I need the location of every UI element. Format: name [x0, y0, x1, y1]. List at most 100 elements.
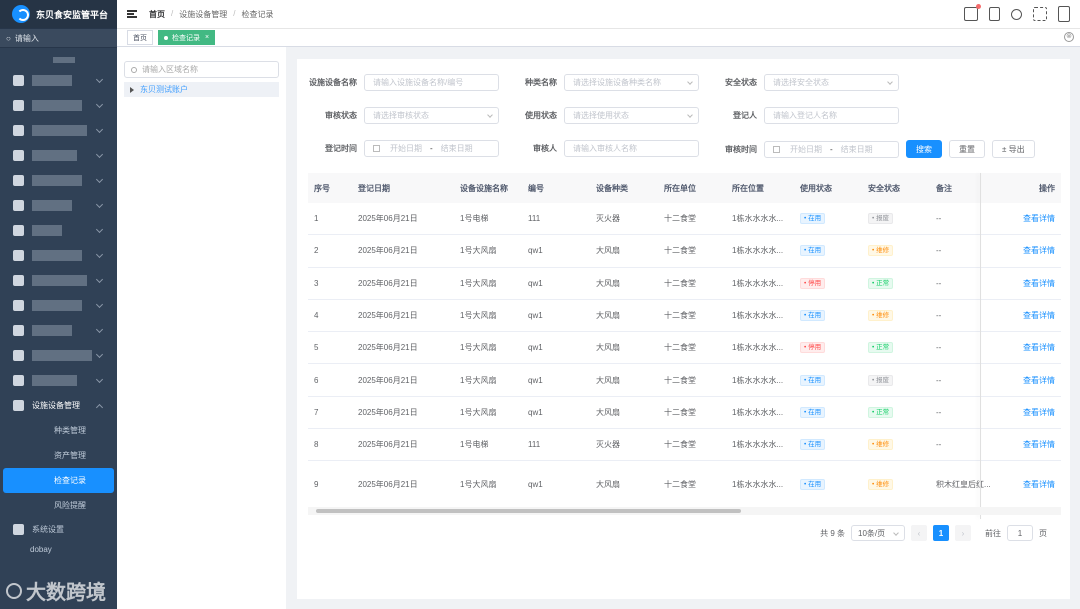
view-details-link[interactable]: 查看详情 [1023, 246, 1055, 256]
view-details-link[interactable]: 查看详情 [1023, 480, 1055, 490]
chevron-down-icon [95, 350, 104, 359]
export-button[interactable]: ± 导出 [992, 140, 1035, 158]
table-cell: 1号电梯 [460, 440, 489, 450]
sidebar-item-9[interactable] [0, 243, 117, 268]
tab-inspection[interactable]: 检查记录 × [158, 30, 216, 45]
audit-time-range[interactable]: 开始日期 - 结束日期 [764, 140, 899, 158]
view-details-link[interactable]: 查看详情 [1023, 440, 1055, 450]
app-title: 东贝食安监管平台 [36, 9, 109, 20]
view-details-link[interactable]: 查看详情 [1023, 407, 1055, 417]
page-number-1[interactable]: 1 [933, 525, 949, 541]
safety-status-select[interactable]: 请选择安全状态 [764, 74, 899, 91]
sidebar-subitem-assets[interactable]: 资产管理 [54, 451, 86, 460]
sidebar-item-6[interactable] [0, 168, 117, 193]
safety-status-badge: 报废 [868, 213, 894, 225]
menu-search-input[interactable]: ○ 请输入 [0, 28, 117, 48]
table-header: 序号 登记日期 设备设施名称 编号 设备种类 所在单位 所在位置 使用状态 安全状态 备注 操作 [308, 173, 1061, 203]
table-cell: 111 [528, 440, 541, 450]
sidebar-item-2[interactable] [0, 68, 117, 93]
page-suffix: 页 [1039, 528, 1047, 538]
table-cell: 在用 [794, 374, 862, 386]
view-details-link[interactable]: 查看详情 [1023, 278, 1055, 288]
caret-right-icon[interactable] [130, 86, 134, 93]
document-icon[interactable] [989, 7, 1000, 21]
table-row: 8 2025年06月21日 1号电梯 111 灭火器 十二食堂 1栋水水水水... 在用 维修 -… [308, 429, 1061, 462]
sidebar-item-facility[interactable]: 设施设备管理 [0, 393, 117, 418]
table-cell: 大风扇 [596, 278, 620, 288]
menu-icon [13, 375, 24, 386]
sidebar-item-3[interactable] [0, 93, 117, 118]
column-header: 设备种类 [596, 183, 628, 193]
prev-page-button[interactable]: ‹ [911, 525, 927, 541]
sidebar-item-14[interactable] [0, 368, 117, 393]
use-status-badge: 停用 [800, 342, 826, 354]
reg-time-range[interactable]: 开始日期 - 结束日期 [364, 140, 499, 157]
breadcrumb-home[interactable]: 首页 [149, 9, 165, 19]
sidebar-item-8[interactable] [0, 218, 117, 243]
use-status-badge: 在用 [800, 439, 826, 451]
sidebar-item-5[interactable] [0, 143, 117, 168]
sidebar-item-4[interactable] [0, 118, 117, 143]
view-details-link[interactable]: 查看详情 [1023, 311, 1055, 321]
goto-page-input[interactable]: 1 [1007, 525, 1033, 541]
auditor-input[interactable]: 请输入审核人名称 [564, 140, 699, 157]
close-icon[interactable]: × [205, 34, 210, 41]
reset-button[interactable]: 重置 [949, 140, 985, 158]
chevron-up-icon [95, 403, 104, 412]
view-details-link[interactable]: 查看详情 [1023, 214, 1055, 224]
view-details-link[interactable]: 查看详情 [1023, 375, 1055, 385]
column-header: 使用状态 [800, 183, 832, 193]
sidebar-item-10[interactable] [0, 268, 117, 293]
table-cell: 维修 [862, 245, 930, 257]
fullscreen-icon[interactable] [1033, 7, 1047, 21]
sidebar-item-1[interactable] [0, 52, 117, 68]
audit-status-select[interactable]: 请选择审核状态 [364, 107, 499, 124]
hamburger-icon[interactable] [127, 10, 137, 18]
avatar[interactable] [1058, 6, 1070, 22]
table-cell: 查看详情 [998, 479, 1061, 490]
area-search-input[interactable]: 请输入区域名称 [124, 61, 279, 78]
breadcrumb-current: 检查记录 [241, 9, 274, 19]
table-row: 4 2025年06月21日 1号大风扇 qw1 大风扇 十二食堂 1栋水水水水... 在用 维修… [308, 300, 1061, 333]
watermark: 大数跨境 [6, 576, 106, 605]
table-cell: 积木红皇后红... [936, 480, 991, 490]
search-button[interactable]: 搜索 [906, 140, 942, 158]
type-name-select[interactable]: 请选择设施设备种类名称 [564, 74, 699, 91]
tags-view: 首页 检查记录 × ⊗ [117, 28, 1080, 47]
table-cell: 十二食堂 [664, 214, 696, 224]
table-cell: 在用 [794, 245, 862, 257]
table-cell: 查看详情 [998, 439, 1061, 450]
label-reg-time: 登记时间 [325, 144, 357, 153]
sidebar-item-12[interactable] [0, 318, 117, 343]
sidebar-subitem-inspection[interactable]: 检查记录 [3, 468, 114, 493]
sidebar-item-user[interactable]: dobay [30, 544, 52, 554]
table-cell: 2025年06月21日 [358, 440, 418, 450]
safety-status-badge: 维修 [868, 439, 894, 451]
mail-icon[interactable] [964, 4, 981, 21]
tab-home[interactable]: 首页 [127, 30, 153, 45]
page-size-select[interactable]: 10条/页 [851, 525, 905, 541]
calendar-icon [773, 145, 780, 153]
scrollbar-thumb[interactable] [316, 509, 741, 513]
use-status-select[interactable]: 请选择使用状态 [564, 107, 699, 124]
safety-status-badge: 维修 [868, 310, 894, 322]
sidebar-subitem-types[interactable]: 种类管理 [54, 426, 86, 435]
registrant-input[interactable]: 请输入登记人名称 [764, 107, 899, 124]
breadcrumb-facility: 设施设备管理 [179, 9, 228, 19]
search-icon[interactable] [1011, 8, 1022, 20]
sidebar-item-7[interactable] [0, 193, 117, 218]
sidebar-item-13[interactable] [0, 343, 117, 368]
close-all-tabs-icon[interactable]: ⊗ [1064, 32, 1074, 42]
device-name-input[interactable]: 请输入设施设备名称/编号 [364, 74, 499, 91]
view-details-link[interactable]: 查看详情 [1023, 343, 1055, 353]
label-auditor: 审核人 [533, 144, 557, 153]
table-cell: 报废 [862, 374, 930, 386]
sidebar-subitem-risk[interactable]: 风险提醒 [54, 501, 86, 510]
table-row: 5 2025年06月21日 1号大风扇 qw1 大风扇 十二食堂 1栋水水水水... 停用 正常… [308, 332, 1061, 365]
sidebar-item-settings[interactable]: 系统设置 [0, 518, 117, 540]
horizontal-scrollbar[interactable] [308, 507, 1061, 515]
sidebar-item-11[interactable] [0, 293, 117, 318]
next-page-button[interactable]: › [955, 525, 971, 541]
tree-node[interactable]: 东贝测试账户 [124, 82, 279, 97]
top-navbar: 首页 / 设施设备管理 / 检查记录 [117, 0, 1080, 28]
